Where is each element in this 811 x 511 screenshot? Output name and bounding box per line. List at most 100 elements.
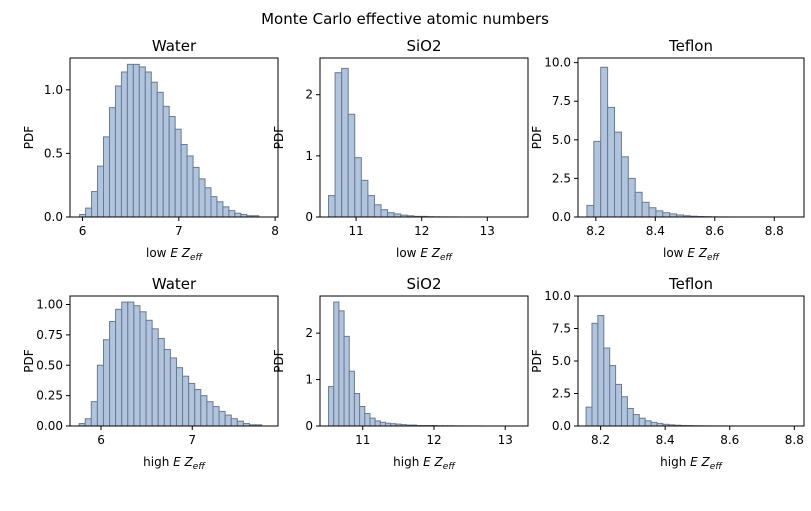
y-tick-label: 1.0 [44, 83, 63, 97]
histogram-bar [163, 348, 171, 427]
x-axis-label: low E Zeff [396, 246, 453, 263]
x-axis-label-z: Z [701, 455, 711, 469]
y-axis-label: PDF [530, 349, 544, 372]
histogram-bar [115, 308, 123, 427]
x-tick-label: 12 [426, 433, 441, 447]
axes-frame [577, 57, 805, 218]
histogram-bar [364, 412, 371, 427]
histogram-bar [218, 410, 226, 427]
x-axis-label-prefix: high [143, 455, 173, 469]
axes-frame [319, 57, 529, 218]
histogram-bar [607, 106, 616, 218]
histogram-bar [138, 66, 146, 218]
histogram-bar [108, 107, 116, 218]
x-tick-label: 13 [480, 224, 495, 238]
x-tick-label: 8.6 [705, 224, 724, 238]
histogram-bar [216, 201, 224, 218]
histogram-bar [387, 212, 395, 218]
histogram-bar [192, 166, 200, 218]
histogram-bar [621, 396, 628, 427]
x-tick-label: 8.4 [646, 224, 665, 238]
panel-title: SiO2 [406, 275, 441, 293]
panel-title: Teflon [668, 275, 713, 293]
histogram-bar [132, 63, 140, 218]
histogram-bar [586, 204, 595, 218]
y-tick-label: 1.00 [36, 298, 63, 312]
x-axis-label-var: E [687, 246, 698, 260]
histogram-bar [354, 157, 362, 218]
x-axis-label: high E Zeff [393, 455, 456, 472]
histogram-bar [367, 195, 375, 218]
y-axis-label: PDF [22, 349, 36, 372]
histogram-bar [212, 406, 220, 427]
y-tick-label: 0.50 [36, 358, 63, 372]
histogram-bar [198, 178, 206, 218]
histogram-bar [348, 370, 355, 427]
y-tick-label: 2 [305, 326, 313, 340]
histogram-bar [85, 207, 93, 218]
panel-teflon-low: 8.2 8.4 8.6 8.8 0.0 2.5 5.0 7.5 10.0 Teflon PDF low… [530, 37, 805, 263]
x-tick-label: 8.2 [591, 433, 610, 447]
x-axis-label-prefix: low [146, 246, 170, 260]
histogram-bar [103, 136, 110, 218]
y-tick-label: 0.25 [36, 389, 63, 403]
x-axis-label-z: Z [184, 455, 194, 469]
x-axis-label-z: Z [698, 246, 708, 260]
x-tick-label: 8.6 [720, 433, 739, 447]
histogram-bar [133, 305, 141, 427]
histogram-bar [648, 207, 657, 218]
x-axis-label: low E Zeff [146, 246, 203, 263]
y-tick-label: 7.5 [552, 322, 571, 336]
histogram-bars [328, 67, 461, 218]
histogram-bar [374, 420, 381, 427]
panel-title: Water [152, 275, 197, 293]
x-axis-label: low E Zeff [663, 246, 720, 263]
x-axis-label: high E Zeff [143, 455, 206, 472]
y-tick-label: 0.75 [36, 328, 63, 342]
histogram-bar [615, 383, 623, 427]
y-axis-label: PDF [530, 126, 544, 149]
histogram-bar [120, 71, 128, 218]
y-axis-label: PDF [22, 126, 36, 149]
histogram-bar [162, 105, 170, 218]
x-axis-label-sub: eff [710, 462, 724, 472]
x-axis-label-sub: eff [440, 253, 454, 263]
x-tick-label: 12 [414, 224, 429, 238]
x-axis-label-sub: eff [190, 253, 204, 263]
histogram-bar [175, 367, 184, 427]
histogram-bar [126, 63, 134, 218]
histogram-bar [150, 81, 158, 218]
histogram-bar [91, 191, 99, 218]
histogram-bar [188, 382, 196, 427]
x-tick-label: 8.8 [765, 224, 784, 238]
x-axis-label-z: Z [434, 455, 444, 469]
histogram-bar [230, 418, 238, 427]
histogram-bar [236, 420, 244, 427]
histogram-bars [586, 66, 795, 218]
x-axis-label-var: E [173, 455, 184, 469]
axes-frame [69, 57, 279, 218]
histogram-bars [328, 301, 485, 427]
histogram-bar [109, 321, 117, 427]
histogram-bar [328, 386, 335, 427]
x-tick-label: 7 [175, 224, 183, 238]
histogram-bar [102, 339, 111, 427]
y-tick-label: 0.0 [552, 210, 571, 224]
x-axis-label-prefix: low [396, 246, 420, 260]
y-axis-label: PDF [272, 126, 286, 149]
y-tick-label: 2.5 [552, 387, 571, 401]
histogram-bar [206, 401, 214, 427]
panel-water-high: 6 7 0.00 0.25 0.50 0.75 1.00 Water PDF high E Zef… [22, 275, 279, 472]
x-axis-label-z: Z [431, 246, 441, 260]
panel-title: Teflon [668, 37, 713, 55]
histogram-bar [360, 179, 369, 218]
histogram-bar [380, 209, 389, 218]
histogram-bar [609, 365, 617, 427]
axes-frame [69, 295, 279, 427]
histogram-bar [597, 315, 605, 427]
histogram-bar [614, 131, 622, 218]
y-tick-label: 7.5 [552, 94, 571, 108]
